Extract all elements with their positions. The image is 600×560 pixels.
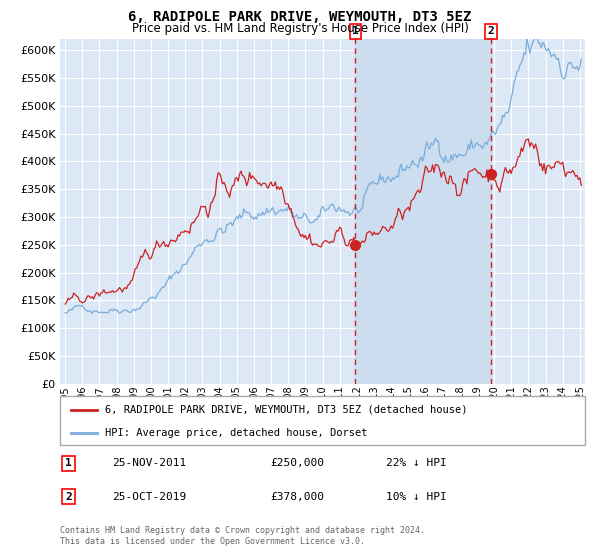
Text: 25-NOV-2011: 25-NOV-2011 <box>113 458 187 468</box>
Text: 10% ↓ HPI: 10% ↓ HPI <box>386 492 446 502</box>
Bar <box>355 39 491 384</box>
Text: 1: 1 <box>65 458 72 468</box>
Text: 22% ↓ HPI: 22% ↓ HPI <box>386 458 446 468</box>
Text: 25-OCT-2019: 25-OCT-2019 <box>113 492 187 502</box>
Text: £378,000: £378,000 <box>270 492 324 502</box>
Text: £250,000: £250,000 <box>270 458 324 468</box>
Text: 2: 2 <box>65 492 72 502</box>
Text: 6, RADIPOLE PARK DRIVE, WEYMOUTH, DT3 5EZ (detached house): 6, RADIPOLE PARK DRIVE, WEYMOUTH, DT3 5E… <box>104 405 467 415</box>
Text: 1: 1 <box>352 26 358 36</box>
Text: 2: 2 <box>488 26 494 36</box>
Text: 6, RADIPOLE PARK DRIVE, WEYMOUTH, DT3 5EZ: 6, RADIPOLE PARK DRIVE, WEYMOUTH, DT3 5E… <box>128 10 472 24</box>
Text: Price paid vs. HM Land Registry's House Price Index (HPI): Price paid vs. HM Land Registry's House … <box>131 22 469 35</box>
Text: HPI: Average price, detached house, Dorset: HPI: Average price, detached house, Dors… <box>104 428 367 438</box>
Text: Contains HM Land Registry data © Crown copyright and database right 2024.
This d: Contains HM Land Registry data © Crown c… <box>60 526 425 546</box>
